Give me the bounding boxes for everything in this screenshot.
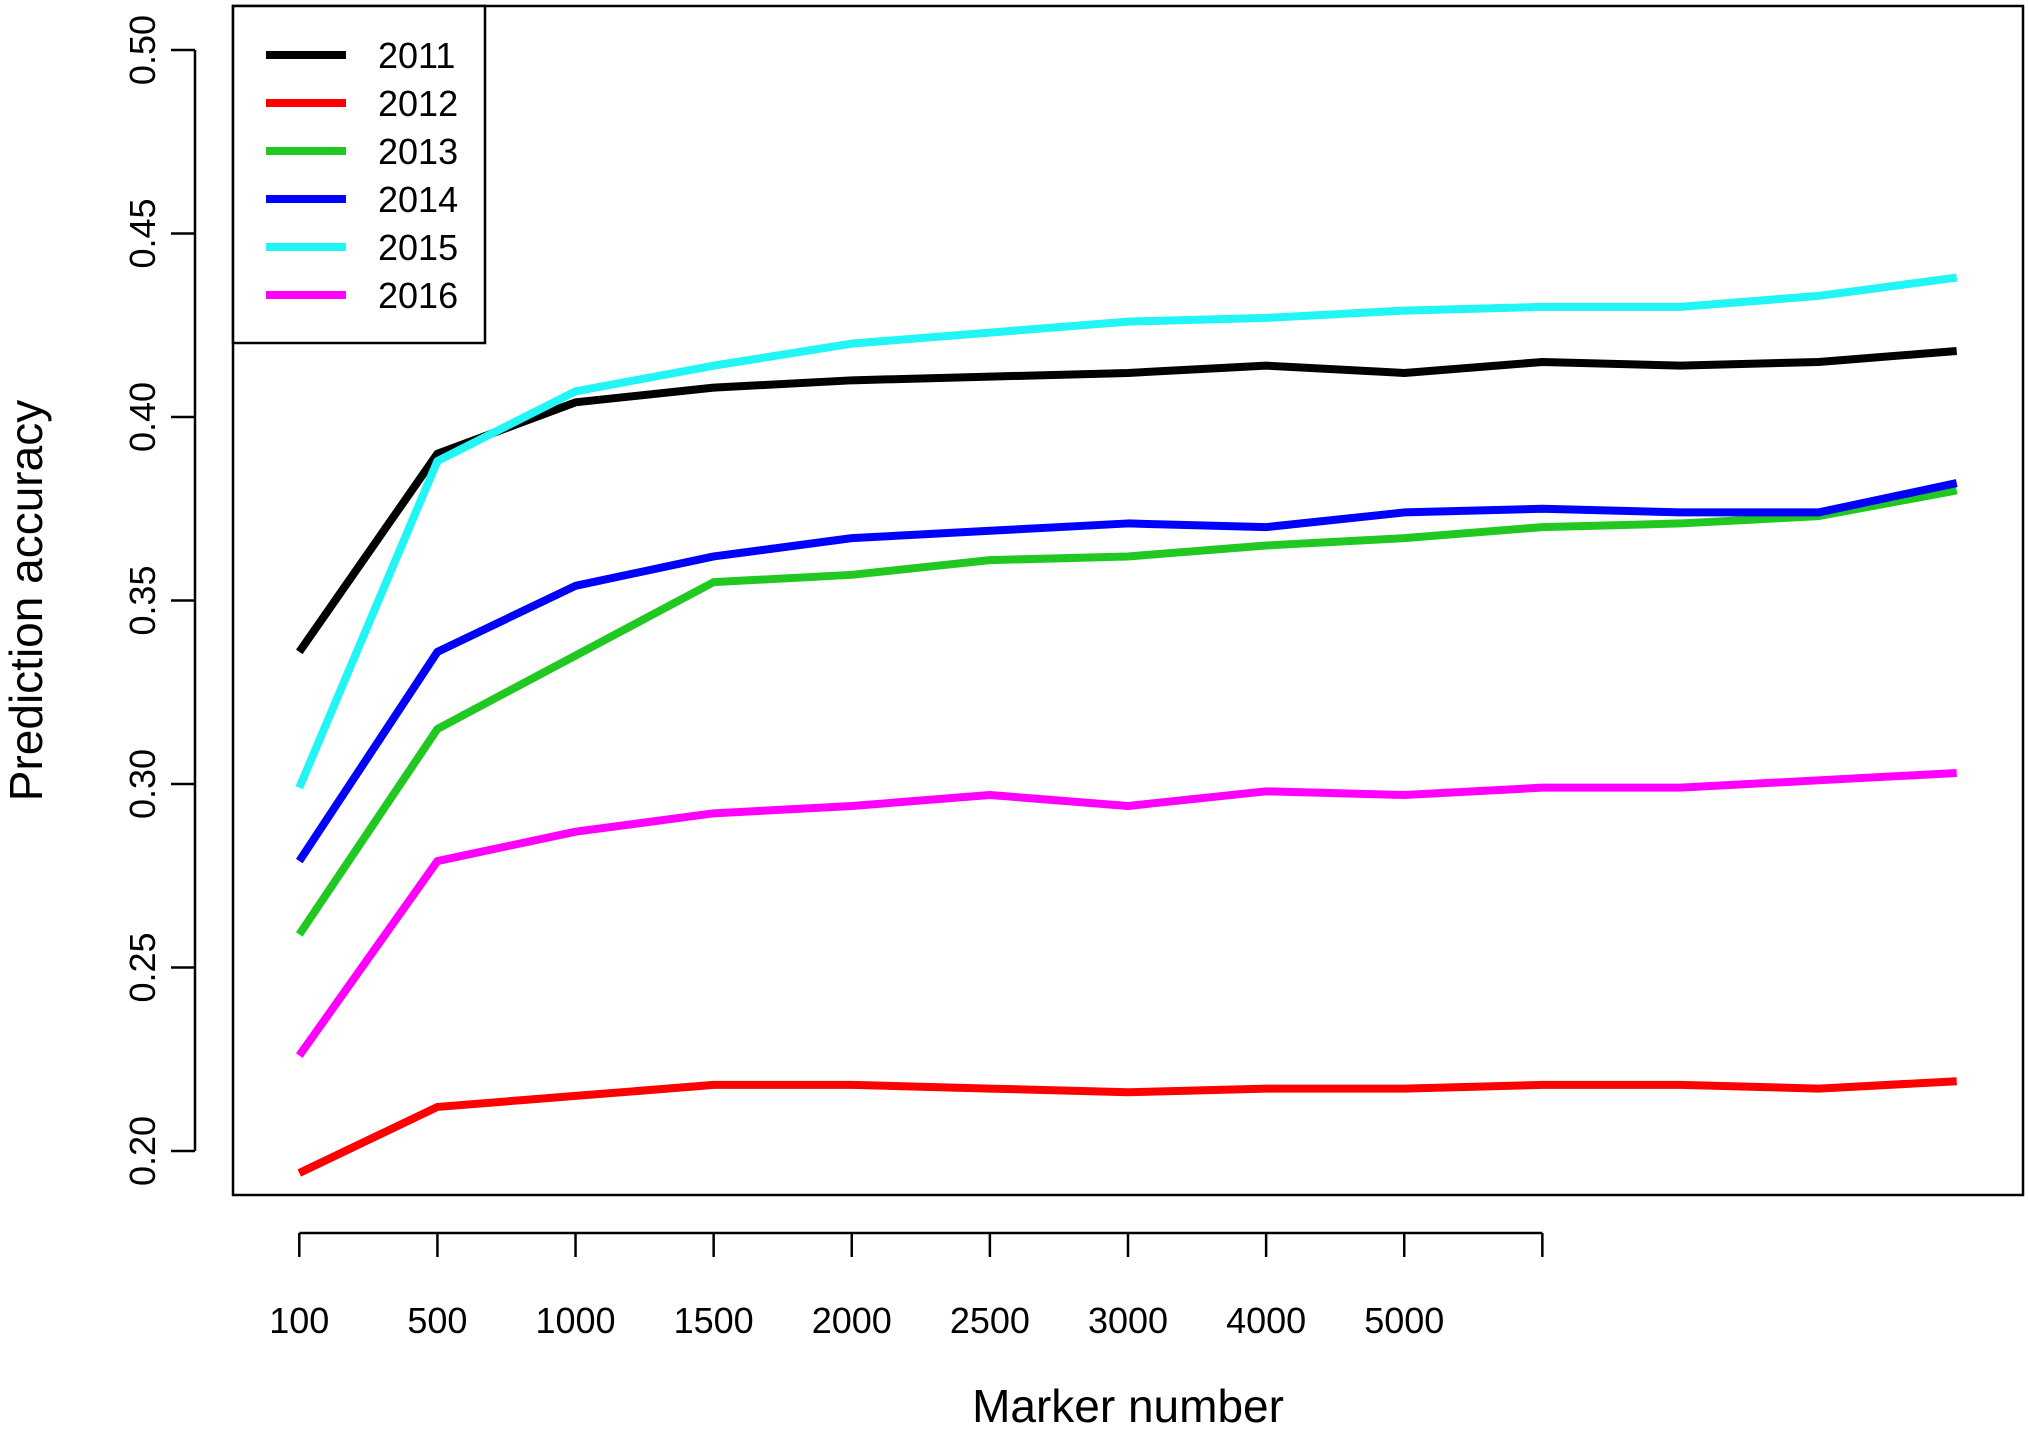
x-tick-label: 3000 (1088, 1300, 1168, 1341)
x-tick-label: 5000 (1364, 1300, 1444, 1341)
legend-label: 2016 (378, 275, 458, 316)
y-tick-label: 0.25 (122, 932, 163, 1002)
legend-label: 2011 (378, 35, 455, 76)
series-layer (295, 273, 1958, 1177)
y-tick-label: 0.30 (122, 749, 163, 819)
legend-label: 2015 (378, 227, 458, 268)
series-line-2014 (295, 479, 1958, 864)
legend: 2011 2012 2013 2014 2015 2016 (231, 4, 487, 345)
x-tick-label: 2000 (812, 1300, 892, 1341)
legend-label: 2012 (378, 83, 458, 124)
x-tick-label: 500 (407, 1300, 467, 1341)
series-line-2016 (296, 768, 1957, 1058)
legend-box (231, 4, 487, 345)
x-tick-label: 4000 (1226, 1300, 1306, 1341)
series-line-2013 (295, 486, 1958, 937)
x-tick-label: 2500 (950, 1300, 1030, 1341)
series-line-2012 (297, 1077, 1957, 1177)
series-line-2011 (296, 346, 1958, 655)
y-tick-label: 0.35 (122, 565, 163, 635)
x-axis: 100 500 1000 1500 2000 2500 3000 4000 5000 (269, 1231, 1544, 1341)
plot-frame (231, 4, 2025, 1197)
y-tick-label: 0.20 (122, 1116, 163, 1186)
y-tick-label: 0.45 (122, 198, 163, 268)
y-axis: 0.20 0.25 0.30 0.35 0.40 0.45 0.50 (122, 15, 197, 1186)
x-tick-label: 1000 (535, 1300, 615, 1341)
series-line-2015 (295, 273, 1958, 790)
y-tick-label: 0.50 (122, 15, 163, 85)
legend-label: 2013 (378, 131, 458, 172)
x-tick-label: 1500 (674, 1300, 754, 1341)
x-axis-title: Marker number (972, 1380, 1284, 1430)
legend-label: 2014 (378, 179, 458, 220)
y-tick-label: 0.40 (122, 382, 163, 452)
x-tick-label: 100 (269, 1300, 329, 1341)
y-axis-title: Prediction accuracy (0, 400, 52, 801)
